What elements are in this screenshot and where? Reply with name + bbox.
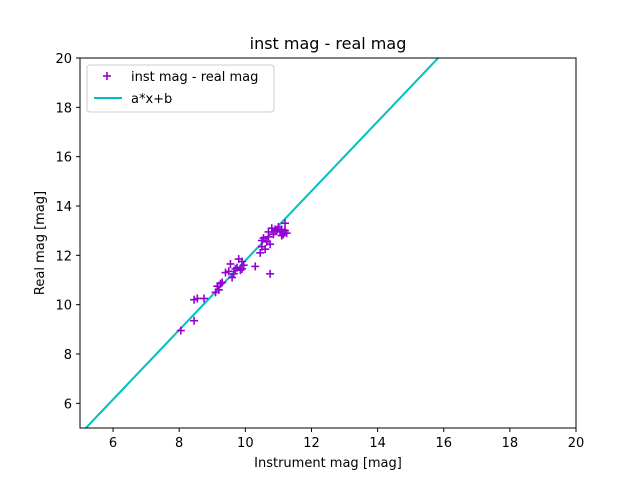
data-point xyxy=(214,285,223,294)
legend-label-line: a*x+b xyxy=(131,92,172,107)
data-point xyxy=(190,316,199,325)
data-point xyxy=(266,269,275,278)
x-tick-label: 20 xyxy=(568,436,585,451)
x-tick-label: 16 xyxy=(435,436,452,451)
x-tick-label: 14 xyxy=(369,436,386,451)
y-axis-label: Real mag [mag] xyxy=(33,191,48,295)
legend-box xyxy=(86,64,275,113)
x-tick-label: 12 xyxy=(303,436,320,451)
fit-line xyxy=(84,58,440,428)
x-tick-label: 18 xyxy=(502,436,519,451)
legend-marker-scatter xyxy=(103,72,111,80)
data-point xyxy=(256,248,265,257)
data-point xyxy=(282,229,291,238)
y-tick-label: 20 xyxy=(55,52,72,67)
legend: inst mag - real mag a*x+b xyxy=(86,64,275,113)
data-point xyxy=(218,278,227,287)
data-point xyxy=(281,219,290,228)
y-tick-label: 6 xyxy=(64,397,72,412)
data-point xyxy=(176,326,185,335)
data-point xyxy=(228,273,237,282)
plot-frame xyxy=(79,57,577,429)
data-point xyxy=(261,245,270,254)
data-point xyxy=(251,262,260,271)
data-point xyxy=(224,267,233,276)
data-point xyxy=(238,264,247,273)
chart-title: inst mag - real mag xyxy=(250,34,407,53)
x-axis-label: Instrument mag [mag] xyxy=(254,456,402,471)
y-tick-label: 10 xyxy=(55,299,72,314)
data-point xyxy=(226,259,235,268)
x-tick-label: 10 xyxy=(237,436,254,451)
plot-area xyxy=(84,58,440,428)
data-point xyxy=(236,266,245,275)
plot-content xyxy=(84,58,440,428)
y-tick-label: 14 xyxy=(55,200,72,215)
y-tick-label: 16 xyxy=(55,151,72,166)
legend-label-scatter: inst mag - real mag xyxy=(131,70,258,85)
data-point xyxy=(238,257,247,266)
data-point xyxy=(239,261,248,270)
data-point xyxy=(216,279,225,288)
data-point xyxy=(200,294,208,303)
y-tick-label: 18 xyxy=(55,101,72,116)
y-tick-label: 8 xyxy=(64,348,72,363)
x-tick-label: 8 xyxy=(175,436,183,451)
x-axis: 6 8 10 12 14 16 18 20 xyxy=(109,428,584,451)
data-point xyxy=(266,240,275,249)
x-tick-label: 6 xyxy=(109,436,117,451)
data-point xyxy=(229,269,238,278)
y-tick-label: 12 xyxy=(55,249,72,264)
y-axis: 6 8 10 12 14 16 18 20 xyxy=(55,52,80,412)
